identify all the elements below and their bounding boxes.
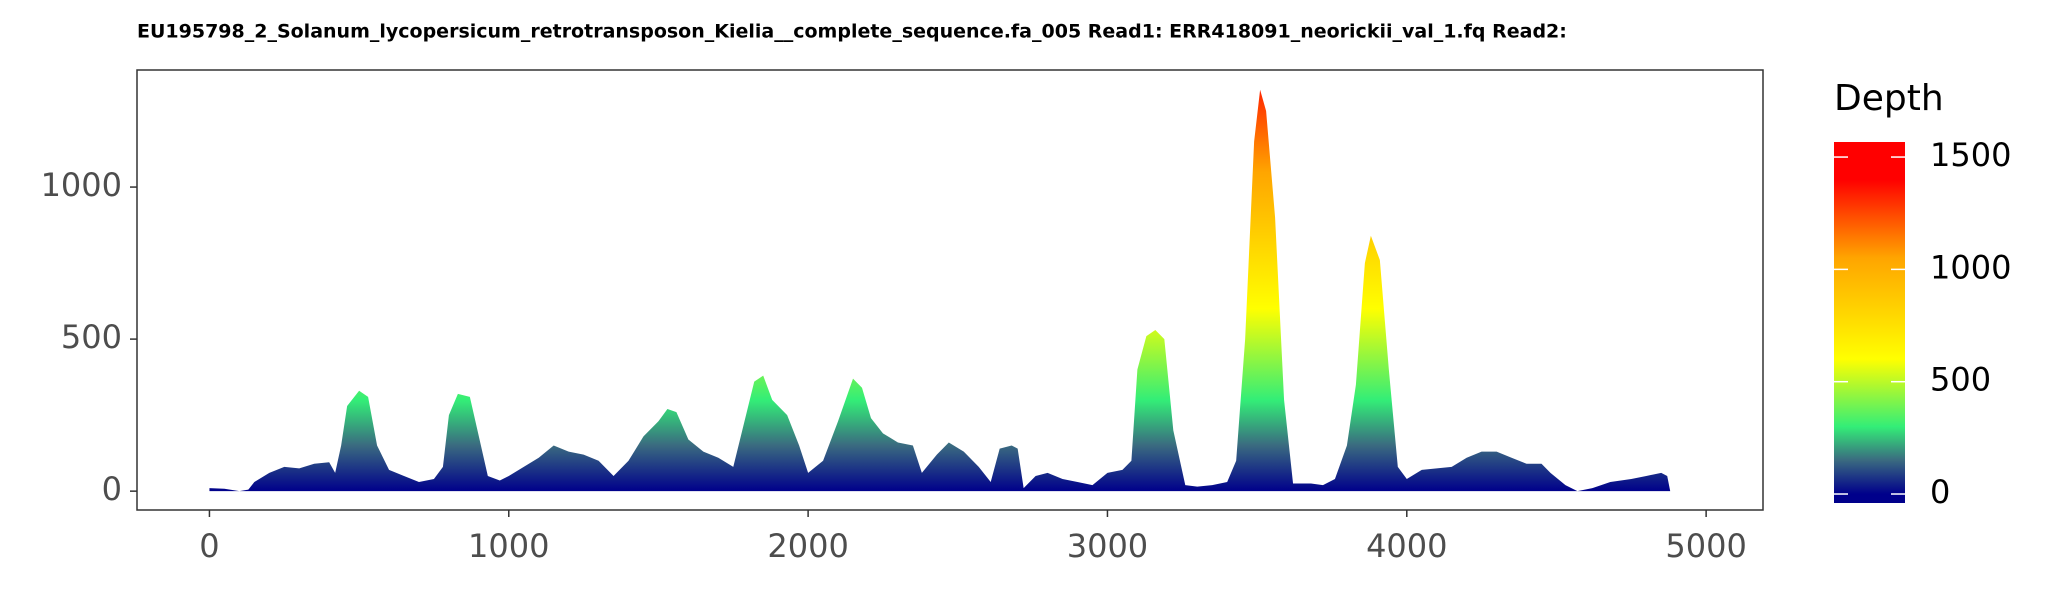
colorbar <box>1834 142 1905 503</box>
y-tick-label: 1000 <box>41 166 122 204</box>
colorbar-tick-label: 0 <box>1930 473 1950 511</box>
chart-title: EU195798_2_Solanum_lycopersicum_retrotra… <box>137 21 1567 43</box>
depth-area <box>209 89 1692 492</box>
colorbar-tick-label: 1000 <box>1930 248 2011 286</box>
panel-border <box>136 69 1764 511</box>
x-tick-label: 0 <box>199 527 219 565</box>
legend-title: Depth <box>1834 78 1944 119</box>
y-tick-label: 0 <box>102 470 122 508</box>
x-tick-label: 2000 <box>767 527 848 565</box>
x-tick-label: 5000 <box>1665 527 1746 565</box>
colorbar-tick-label: 1500 <box>1930 136 2011 174</box>
colorbar-tick-label: 500 <box>1930 361 1991 399</box>
x-tick-label: 1000 <box>468 527 549 565</box>
x-tick-label: 4000 <box>1366 527 1447 565</box>
y-tick-label: 500 <box>61 318 122 356</box>
x-tick-label: 3000 <box>1067 527 1148 565</box>
